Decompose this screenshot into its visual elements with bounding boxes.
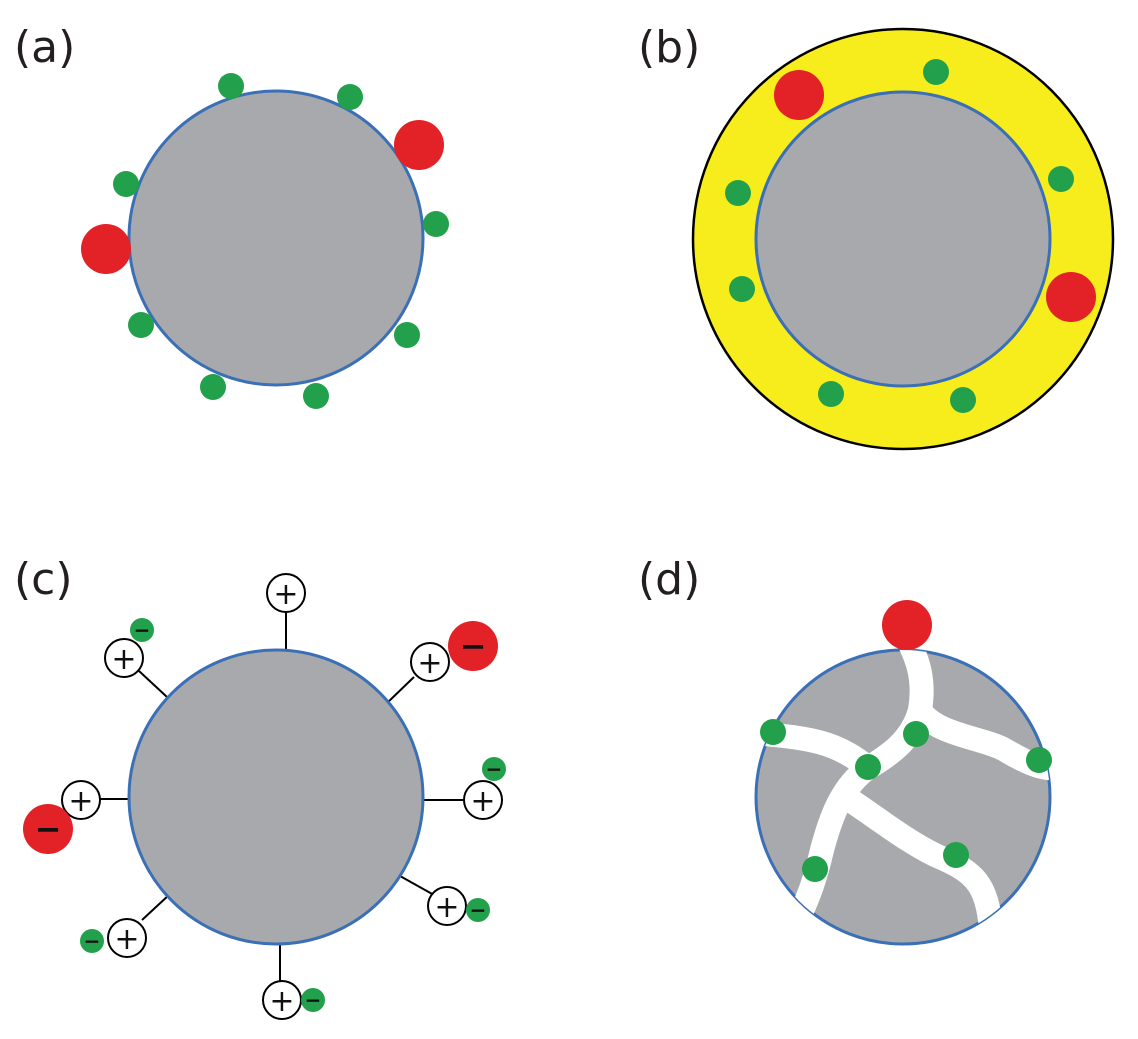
positive-charge-group: + bbox=[463, 780, 503, 820]
large-molecule bbox=[774, 70, 824, 120]
plus-sign: + bbox=[417, 646, 442, 681]
positive-charge-group: + bbox=[266, 573, 306, 613]
large-molecule bbox=[1046, 272, 1096, 322]
minus-sign: − bbox=[305, 988, 322, 1012]
large-molecule bbox=[394, 120, 444, 170]
small-negative-molecule: − bbox=[482, 757, 506, 781]
panel-d: (d) bbox=[638, 554, 1052, 946]
small-negative-molecule: − bbox=[80, 929, 104, 953]
small-molecule bbox=[1048, 166, 1074, 192]
small-negative-molecule: − bbox=[466, 898, 490, 922]
large-negative-molecule: − bbox=[23, 804, 73, 854]
small-molecule bbox=[855, 754, 881, 780]
panel-b: (b) bbox=[638, 22, 1115, 451]
core-particle bbox=[754, 90, 1052, 388]
small-molecule bbox=[200, 374, 226, 400]
core-particle bbox=[127, 648, 425, 946]
large-negative-molecule: − bbox=[448, 621, 498, 671]
core-particle bbox=[127, 89, 425, 387]
positive-charge-group: + bbox=[104, 638, 144, 678]
panel-a-label: (a) bbox=[14, 22, 75, 73]
panel-b-label: (b) bbox=[638, 22, 700, 73]
plus-sign: + bbox=[434, 890, 459, 925]
large-molecule bbox=[882, 600, 932, 650]
positive-charge-group: + bbox=[107, 918, 147, 958]
plus-sign: + bbox=[68, 784, 93, 819]
plus-sign: + bbox=[269, 984, 294, 1019]
small-molecule bbox=[760, 719, 786, 745]
small-negative-molecule: − bbox=[301, 988, 325, 1012]
small-molecule bbox=[423, 211, 449, 237]
large-molecule bbox=[81, 224, 131, 274]
small-molecule bbox=[337, 84, 363, 110]
plus-sign: + bbox=[273, 577, 298, 612]
plus-sign: + bbox=[111, 642, 136, 677]
small-molecule bbox=[113, 171, 139, 197]
panel-d-label: (d) bbox=[638, 554, 700, 605]
minus-sign: − bbox=[35, 810, 62, 848]
panel-a: (a) bbox=[14, 22, 449, 409]
small-molecule bbox=[729, 276, 755, 302]
panel-c: (c) + + + + bbox=[14, 554, 506, 1020]
minus-sign: − bbox=[486, 757, 503, 781]
small-molecule bbox=[903, 721, 929, 747]
small-molecule bbox=[1026, 747, 1052, 773]
small-molecule bbox=[218, 73, 244, 99]
plus-sign: + bbox=[470, 784, 495, 819]
small-molecule bbox=[923, 59, 949, 85]
small-negative-molecule: − bbox=[130, 618, 154, 642]
small-molecule bbox=[802, 856, 828, 882]
small-molecule bbox=[394, 322, 420, 348]
minus-sign: − bbox=[84, 929, 101, 953]
minus-sign: − bbox=[470, 898, 487, 922]
small-molecule bbox=[303, 383, 329, 409]
plus-sign: + bbox=[114, 922, 139, 957]
small-molecule bbox=[725, 180, 751, 206]
positive-charge-group: + bbox=[262, 980, 302, 1020]
tether-lines bbox=[99, 611, 463, 982]
small-molecule bbox=[950, 387, 976, 413]
small-molecule bbox=[128, 312, 154, 338]
positive-charge-group: + bbox=[410, 642, 450, 682]
positive-charge-group: + bbox=[427, 886, 467, 926]
small-molecule bbox=[818, 381, 844, 407]
panel-c-label: (c) bbox=[14, 554, 73, 605]
minus-sign: − bbox=[460, 627, 487, 665]
small-molecule bbox=[943, 842, 969, 868]
positive-charge-group: + bbox=[61, 780, 101, 820]
minus-sign: − bbox=[134, 618, 151, 642]
